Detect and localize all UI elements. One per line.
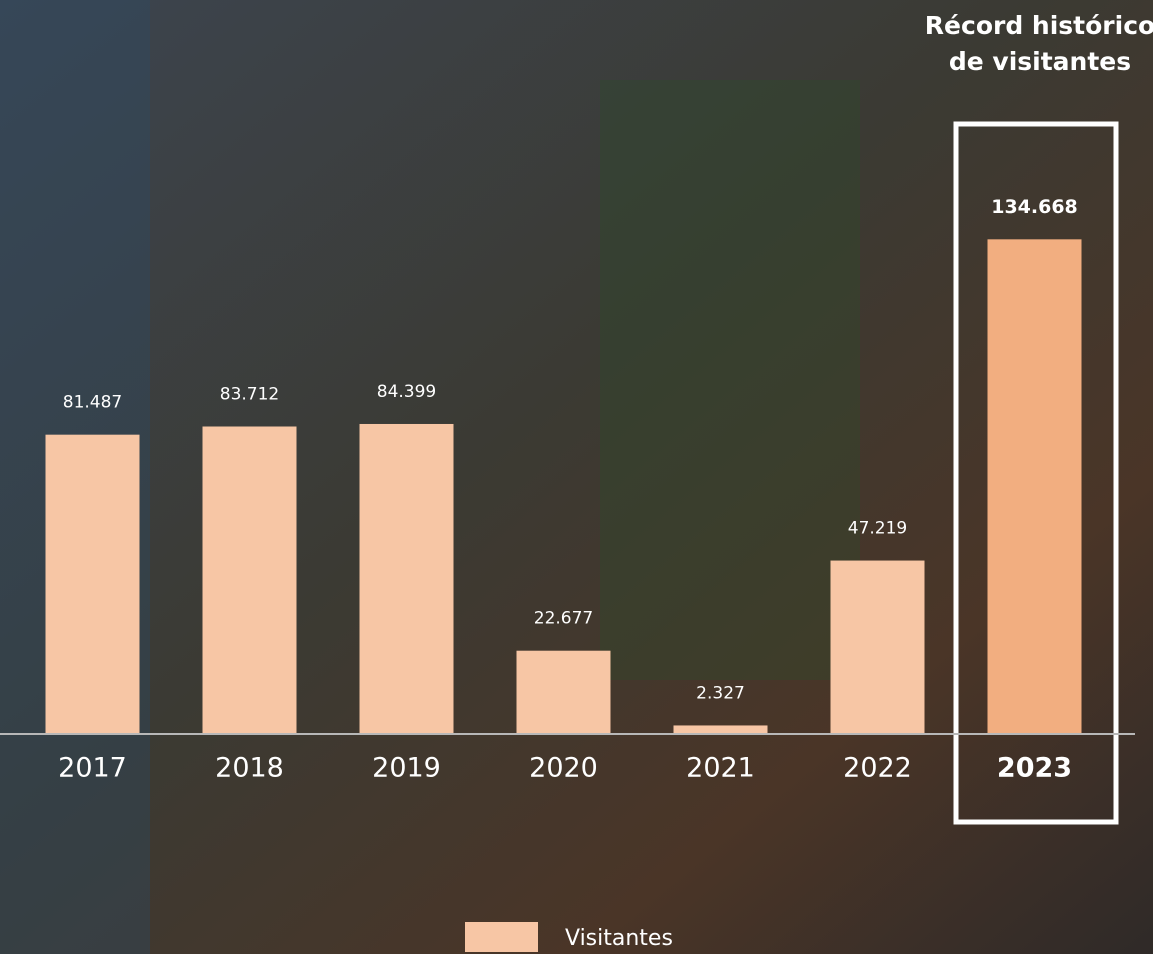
data-label: 22.677 — [534, 609, 593, 629]
data-label: 81.487 — [63, 393, 122, 413]
x-tick-label: 2020 — [529, 753, 598, 784]
x-tick-label: 2022 — [843, 753, 912, 784]
bar — [516, 650, 611, 734]
annotation: Récord histórico de visitantes — [924, 11, 1153, 76]
data-label: 2.327 — [696, 683, 745, 703]
bar — [202, 426, 297, 734]
legend-label: Visitantes — [565, 926, 673, 951]
bar — [359, 423, 454, 734]
x-tick-label: 2018 — [215, 753, 284, 784]
x-tick-label: 2019 — [372, 753, 441, 784]
x-tick-label: 2023 — [997, 753, 1072, 784]
highlight-box — [953, 121, 1119, 825]
x-tick-label: 2021 — [686, 753, 755, 784]
x-tick-label: 2017 — [58, 753, 127, 784]
data-label: 134.668 — [991, 196, 1078, 218]
data-label: 84.399 — [377, 382, 436, 402]
bar — [987, 239, 1082, 734]
data-label: 47.219 — [848, 519, 907, 539]
bar — [830, 560, 925, 734]
data-label: 83.712 — [220, 384, 279, 404]
bar — [45, 434, 140, 734]
bar — [673, 725, 768, 734]
legend-swatch — [465, 922, 538, 952]
background-shape — [600, 80, 860, 680]
